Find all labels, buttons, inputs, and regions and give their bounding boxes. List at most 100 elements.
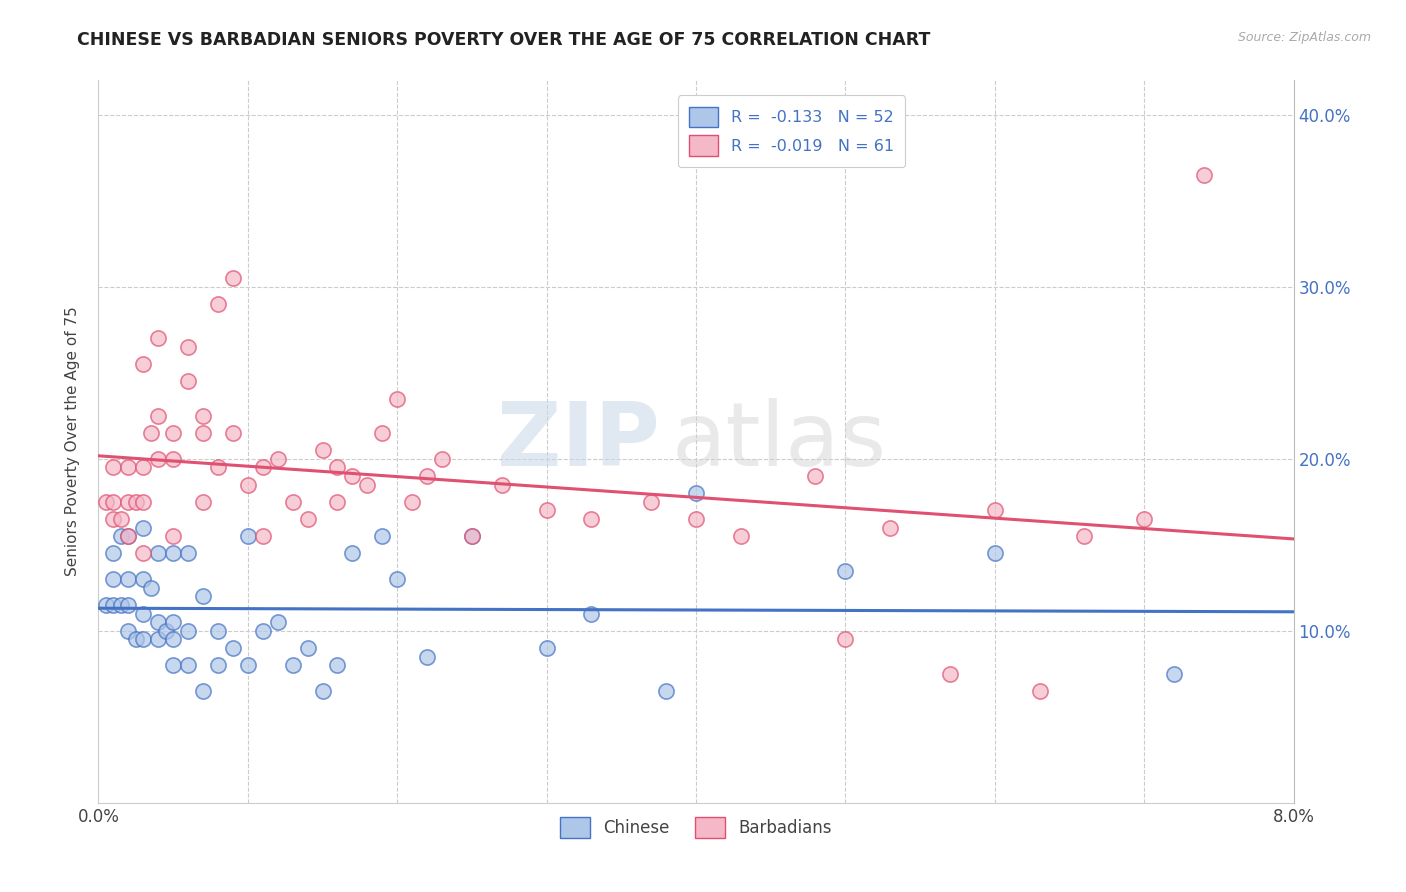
- Point: [125, 494, 148, 508]
- Point: [148, 615, 170, 630]
- Point: [103, 512, 125, 526]
- Point: [581, 607, 603, 621]
- Point: [207, 658, 229, 673]
- Point: [267, 615, 290, 630]
- Point: [536, 640, 558, 655]
- Point: [326, 460, 349, 475]
- Point: [132, 494, 155, 508]
- Point: [94, 494, 117, 508]
- Point: [162, 451, 184, 466]
- Point: [1163, 666, 1185, 681]
- Point: [177, 658, 200, 673]
- Point: [1073, 529, 1095, 543]
- Point: [236, 658, 259, 673]
- Point: [834, 632, 856, 647]
- Text: atlas: atlas: [672, 398, 887, 485]
- Point: [461, 529, 484, 543]
- Point: [191, 494, 214, 508]
- Point: [342, 546, 364, 560]
- Point: [685, 486, 707, 500]
- Point: [222, 425, 245, 440]
- Point: [117, 529, 139, 543]
- Point: [177, 375, 200, 389]
- Point: [581, 512, 603, 526]
- Point: [132, 520, 155, 534]
- Point: [94, 598, 117, 612]
- Point: [342, 469, 364, 483]
- Point: [536, 503, 558, 517]
- Point: [281, 494, 304, 508]
- Point: [148, 632, 170, 647]
- Point: [177, 546, 200, 560]
- Point: [804, 469, 827, 483]
- Point: [117, 529, 139, 543]
- Point: [371, 425, 394, 440]
- Point: [162, 658, 184, 673]
- Point: [385, 392, 409, 406]
- Point: [685, 512, 707, 526]
- Point: [148, 331, 170, 345]
- Point: [461, 529, 484, 543]
- Point: [132, 546, 155, 560]
- Point: [117, 598, 139, 612]
- Point: [416, 469, 439, 483]
- Point: [207, 624, 229, 638]
- Point: [730, 529, 752, 543]
- Point: [984, 546, 1007, 560]
- Point: [191, 425, 214, 440]
- Point: [385, 572, 409, 586]
- Point: [103, 598, 125, 612]
- Point: [252, 624, 274, 638]
- Point: [103, 546, 125, 560]
- Point: [148, 546, 170, 560]
- Point: [125, 632, 148, 647]
- Point: [640, 494, 662, 508]
- Point: [132, 460, 155, 475]
- Point: [132, 632, 155, 647]
- Point: [162, 632, 184, 647]
- Legend: Chinese, Barbadians: Chinese, Barbadians: [554, 810, 838, 845]
- Point: [416, 649, 439, 664]
- Point: [356, 477, 378, 491]
- Point: [110, 529, 132, 543]
- Point: [155, 624, 177, 638]
- Point: [252, 529, 274, 543]
- Point: [162, 529, 184, 543]
- Point: [162, 615, 184, 630]
- Point: [939, 666, 962, 681]
- Y-axis label: Seniors Poverty Over the Age of 75: Seniors Poverty Over the Age of 75: [65, 307, 80, 576]
- Point: [103, 572, 125, 586]
- Point: [191, 684, 214, 698]
- Text: ZIP: ZIP: [498, 398, 661, 485]
- Point: [297, 512, 319, 526]
- Point: [879, 520, 901, 534]
- Point: [117, 572, 139, 586]
- Point: [297, 640, 319, 655]
- Point: [103, 494, 125, 508]
- Point: [1133, 512, 1156, 526]
- Point: [326, 494, 349, 508]
- Point: [139, 425, 162, 440]
- Point: [117, 624, 139, 638]
- Point: [117, 460, 139, 475]
- Point: [132, 572, 155, 586]
- Point: [162, 425, 184, 440]
- Point: [311, 443, 333, 458]
- Point: [401, 494, 423, 508]
- Point: [326, 658, 349, 673]
- Point: [834, 564, 856, 578]
- Point: [103, 460, 125, 475]
- Point: [191, 409, 214, 423]
- Point: [655, 684, 678, 698]
- Point: [207, 297, 229, 311]
- Point: [281, 658, 304, 673]
- Point: [110, 512, 132, 526]
- Point: [177, 624, 200, 638]
- Point: [162, 546, 184, 560]
- Point: [148, 451, 170, 466]
- Point: [984, 503, 1007, 517]
- Point: [132, 357, 155, 371]
- Point: [1028, 684, 1050, 698]
- Point: [236, 477, 259, 491]
- Point: [110, 598, 132, 612]
